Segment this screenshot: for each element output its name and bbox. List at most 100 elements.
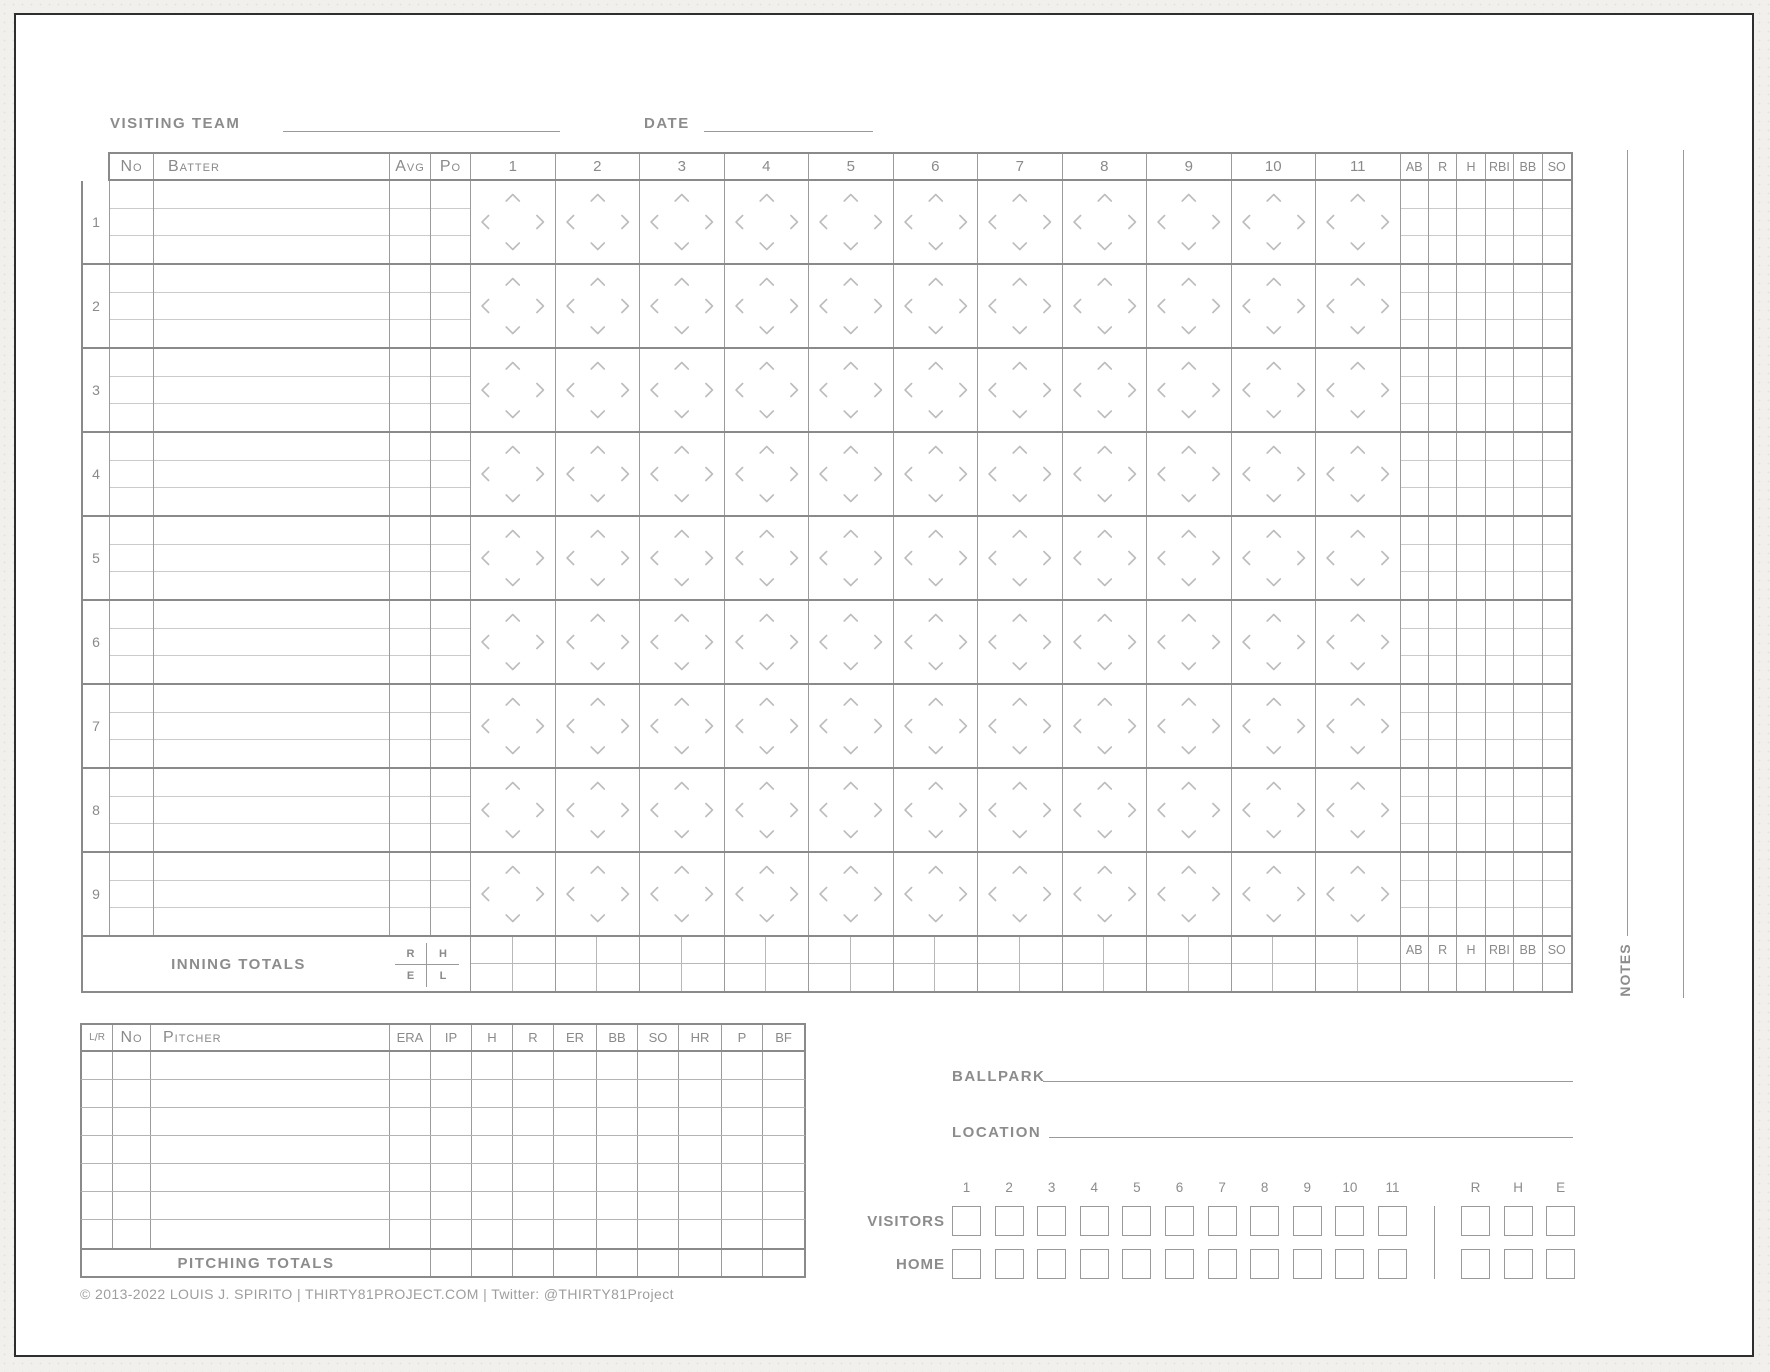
batting-stat-cell[interactable] [1401,320,1428,347]
batter-number-cell[interactable] [110,853,153,881]
inning-scoring-cell[interactable] [1063,853,1147,935]
pitcher-cell[interactable] [113,1220,151,1248]
linescore-inning-box[interactable] [1165,1249,1194,1279]
pitcher-cell[interactable] [554,1164,597,1191]
inning-scoring-cell[interactable] [1232,181,1316,263]
inning-totals-cell[interactable] [724,937,809,991]
batting-avg-cell[interactable] [390,713,430,741]
inning-scoring-cell[interactable] [894,517,978,599]
batter-number-cell[interactable] [110,908,153,935]
batting-stat-cell[interactable] [1457,740,1484,767]
batting-stat-cell[interactable] [1542,545,1571,573]
inning-scoring-cell[interactable] [978,517,1063,599]
batting-stat-cell[interactable] [1514,713,1542,741]
batting-stat-cell[interactable] [1543,320,1571,347]
inning-scoring-cell[interactable] [471,769,556,851]
batting-stat-cell[interactable] [1457,488,1484,515]
inning-scoring-cell[interactable] [1232,433,1316,515]
linescore-rhe-box[interactable] [1461,1206,1490,1236]
pitcher-cell[interactable] [472,1108,513,1135]
linescore-rhe-box[interactable] [1503,1249,1533,1279]
inning-scoring-cell[interactable] [1232,769,1316,851]
batter-name-cell[interactable] [154,488,389,515]
batting-stat-cell[interactable] [1400,349,1428,377]
pitcher-cell[interactable] [597,1080,638,1107]
batter-name-cell[interactable] [154,740,389,767]
inning-scoring-cell[interactable] [978,685,1063,767]
batting-stat-cell[interactable] [1429,488,1456,515]
date-input-line[interactable] [704,131,873,132]
pitcher-cell[interactable] [679,1080,722,1107]
inning-totals-quadrant[interactable] [471,937,513,964]
inning-totals-quadrant[interactable] [894,964,936,991]
batting-stat-cell[interactable] [1457,377,1485,405]
pitcher-cell[interactable] [113,1136,151,1163]
inning-scoring-cell[interactable] [1232,853,1316,935]
inning-scoring-cell[interactable] [1147,265,1232,347]
pitcher-cell[interactable] [472,1136,513,1163]
inning-totals-quadrant[interactable] [1189,964,1231,991]
pitcher-cell[interactable] [679,1052,722,1079]
position-cell[interactable] [431,824,470,851]
inning-scoring-cell[interactable] [471,517,556,599]
inning-totals-quadrant[interactable] [640,964,682,991]
batting-stat-cell[interactable] [1542,209,1571,237]
inning-totals-quadrant[interactable] [1231,937,1274,964]
inning-scoring-cell[interactable] [1063,433,1147,515]
inning-scoring-cell[interactable] [640,433,725,515]
batting-avg-cell[interactable] [390,853,430,881]
position-cell[interactable] [431,209,470,237]
pitcher-cell[interactable] [638,1192,679,1219]
inning-scoring-cell[interactable] [1063,265,1147,347]
batting-stat-cell[interactable] [1401,740,1428,767]
pitcher-cell[interactable] [151,1136,390,1163]
pitcher-cell[interactable] [554,1080,597,1107]
inning-totals-quadrant[interactable] [809,937,851,964]
pitcher-cell[interactable] [151,1052,390,1079]
inning-scoring-cell[interactable] [640,601,725,683]
pitcher-cell[interactable] [390,1192,431,1219]
pitcher-cell[interactable] [638,1052,679,1079]
pitching-totals-cell[interactable] [597,1250,638,1276]
batting-stat-cell[interactable] [1543,656,1571,683]
inning-scoring-cell[interactable] [1063,601,1147,683]
batting-stat-cell[interactable] [1429,572,1456,599]
inning-totals-cell[interactable] [1316,937,1401,991]
inning-totals-cell[interactable] [555,937,640,991]
inning-totals-quadrant[interactable] [1273,937,1315,964]
linescore-inning-box[interactable] [1335,1249,1365,1279]
batter-name-cell[interactable] [154,236,389,263]
inning-scoring-cell[interactable] [809,181,894,263]
batting-stat-cell[interactable] [1429,236,1456,263]
inning-scoring-cell[interactable] [471,181,556,263]
pitcher-cell[interactable] [763,1080,804,1107]
batting-stat-cell[interactable] [1486,404,1513,431]
batting-stat-cell[interactable] [1428,349,1457,377]
linescore-inning-box[interactable] [1122,1206,1152,1236]
linescore-inning-box[interactable] [1250,1206,1280,1236]
pitcher-cell[interactable] [513,1052,554,1079]
batter-name-cell[interactable] [154,685,389,713]
inning-scoring-cell[interactable] [1316,853,1401,935]
batting-stat-cell[interactable] [1429,908,1456,935]
pitcher-cell[interactable] [763,1164,804,1191]
totals-stat-cell[interactable] [1429,964,1456,991]
pitcher-cell[interactable] [722,1108,763,1135]
inning-scoring-cell[interactable] [725,685,809,767]
batting-stat-cell[interactable] [1457,797,1485,825]
pitcher-cell[interactable] [472,1080,513,1107]
batting-stat-cell[interactable] [1485,545,1514,573]
inning-totals-cell[interactable] [893,937,978,991]
linescore-inning-box[interactable] [1165,1206,1194,1236]
batter-name-cell[interactable] [154,629,389,657]
position-cell[interactable] [431,293,470,321]
batter-name-cell[interactable] [154,349,389,377]
linescore-inning-box[interactable] [994,1249,1024,1279]
position-cell[interactable] [431,404,470,431]
batting-stat-cell[interactable] [1428,209,1457,237]
inning-scoring-cell[interactable] [1232,601,1316,683]
batting-avg-cell[interactable] [390,881,430,909]
batter-number-cell[interactable] [110,740,153,767]
inning-totals-quadrant[interactable] [513,964,555,991]
inning-scoring-cell[interactable] [1063,769,1147,851]
